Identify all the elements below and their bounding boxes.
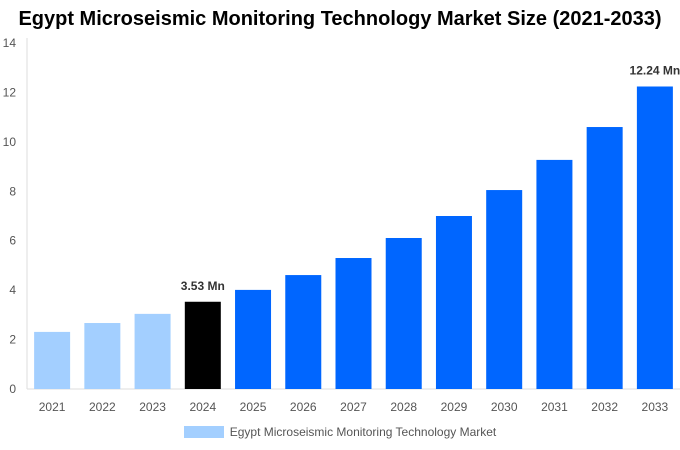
y-tick-label: 0 xyxy=(9,382,16,396)
x-tick-label: 2029 xyxy=(441,400,468,414)
bar-2026 xyxy=(285,275,322,389)
y-tick-label: 2 xyxy=(9,333,16,347)
bar-2022 xyxy=(84,323,121,389)
x-tick-label: 2024 xyxy=(189,400,216,414)
y-tick-label: 12 xyxy=(3,85,17,99)
y-tick-label: 14 xyxy=(3,36,17,50)
bar-2024 xyxy=(184,301,221,389)
bar-2031 xyxy=(536,159,573,389)
y-tick-label: 10 xyxy=(3,135,17,149)
x-tick-label: 2023 xyxy=(139,400,166,414)
legend-swatch xyxy=(183,426,224,438)
bar-2033 xyxy=(636,86,673,390)
bar-2032 xyxy=(586,127,623,390)
x-tick-label: 2033 xyxy=(642,400,669,414)
x-tick-label: 2022 xyxy=(89,400,116,414)
legend[interactable]: Egypt Microseismic Monitoring Technology… xyxy=(0,425,680,439)
x-tick-label: 2021 xyxy=(39,400,66,414)
bar-2021 xyxy=(34,331,71,389)
y-tick-label: 4 xyxy=(9,283,16,297)
bar-2030 xyxy=(486,190,523,389)
x-tick-label: 2026 xyxy=(290,400,317,414)
x-tick-label: 2028 xyxy=(390,400,417,414)
x-tick-label: 2027 xyxy=(340,400,367,414)
bar-2023 xyxy=(134,313,171,389)
data-label-2024: 3.53 Mn xyxy=(181,279,225,293)
chart-title: Egypt Microseismic Monitoring Technology… xyxy=(18,8,662,30)
legend-label: Egypt Microseismic Monitoring Technology… xyxy=(229,425,497,439)
bar-2027 xyxy=(335,258,372,389)
x-tick-label: 2030 xyxy=(491,400,518,414)
data-label-2033: 12.24 Mn xyxy=(630,63,680,77)
bar-2029 xyxy=(435,216,472,389)
x-tick-label: 2031 xyxy=(541,400,568,414)
bar-2028 xyxy=(385,237,422,389)
x-tick-label: 2025 xyxy=(240,400,267,414)
y-tick-label: 6 xyxy=(9,234,16,248)
x-tick-label: 2032 xyxy=(591,400,618,414)
bar-2025 xyxy=(235,289,272,389)
y-tick-label: 8 xyxy=(9,184,16,198)
